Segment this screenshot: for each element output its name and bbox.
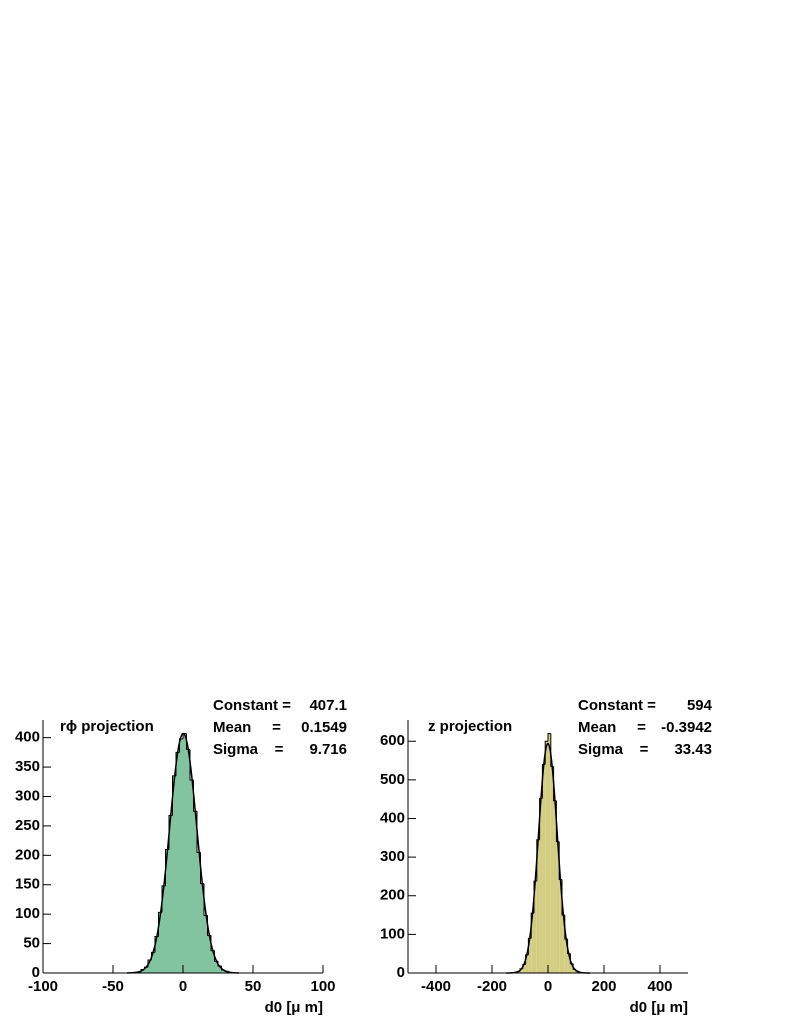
bar-outline: [179, 738, 183, 753]
stat-value: 33.43: [674, 741, 712, 758]
y-tick-label: 400: [380, 809, 405, 826]
x-tick-label: -100: [28, 978, 58, 995]
y-tick-label: 350: [15, 758, 40, 775]
stat-value: 407.1: [309, 697, 347, 714]
bar: [165, 849, 169, 973]
bar: [550, 766, 554, 973]
y-tick-label: 0: [397, 964, 405, 981]
y-tick-label: 0: [32, 964, 40, 981]
bar: [545, 741, 548, 973]
bar: [151, 952, 155, 973]
bar: [567, 953, 571, 973]
bar: [200, 883, 204, 973]
y-tick-label: 400: [15, 729, 40, 746]
stat-label: Sigma =: [578, 741, 649, 758]
x-axis-label: d0 [μ m]: [265, 999, 323, 1016]
bar: [556, 841, 560, 973]
x-axis-label: d0 [μ m]: [630, 999, 688, 1016]
fit-curve: [506, 742, 590, 974]
bar: [190, 780, 194, 973]
stat-value: 594: [687, 697, 713, 714]
bar: [176, 752, 180, 973]
x-tick-label: -50: [102, 978, 124, 995]
bar: [520, 968, 523, 973]
stat-value: 9.716: [309, 741, 347, 758]
bar: [141, 969, 145, 973]
y-tick-label: 150: [15, 876, 40, 893]
x-tick-label: 0: [544, 978, 552, 995]
bar: [186, 749, 190, 973]
bar: [542, 764, 546, 973]
bar: [548, 733, 551, 973]
bar: [534, 881, 537, 973]
y-tick-label: 50: [23, 935, 40, 952]
bar: [221, 970, 225, 973]
stat-label: Mean =: [213, 719, 281, 736]
bar: [162, 885, 166, 973]
chart-title: z projection: [428, 718, 512, 735]
bar: [564, 939, 568, 973]
bar: [559, 879, 562, 973]
bar: [517, 971, 520, 973]
bar: [539, 798, 543, 973]
y-tick-label: 250: [15, 817, 40, 834]
bar: [148, 960, 152, 973]
x-tick-label: 400: [647, 978, 672, 995]
stat-label: Sigma =: [213, 741, 284, 758]
stat-label: Constant =: [213, 697, 291, 714]
bar: [158, 912, 162, 973]
x-tick-label: 0: [179, 978, 187, 995]
bar: [197, 852, 201, 973]
bar: [172, 775, 176, 973]
bar: [169, 815, 173, 973]
chart-title: rϕ projection: [60, 718, 154, 735]
stat-value: 0.1549: [301, 719, 347, 736]
bar: [528, 938, 532, 973]
bar: [536, 839, 540, 973]
bar: [183, 733, 187, 973]
y-tick-label: 300: [380, 848, 405, 865]
y-tick-label: 300: [15, 787, 40, 804]
bar: [204, 915, 208, 973]
bar: [211, 950, 215, 973]
bar: [525, 954, 529, 973]
y-tick-label: 100: [380, 925, 405, 942]
bar: [214, 961, 218, 973]
bar: [144, 967, 148, 973]
bar: [207, 935, 211, 973]
bar: [570, 963, 574, 973]
bar: [179, 738, 183, 973]
y-tick-label: 200: [15, 846, 40, 863]
y-tick-label: 100: [15, 905, 40, 922]
stat-label: Constant =: [578, 697, 656, 714]
bar: [553, 800, 557, 973]
bar: [218, 965, 222, 973]
stat-value: -0.3942: [661, 719, 712, 736]
fit-curve: [126, 732, 240, 974]
bar: [531, 913, 534, 973]
x-tick-label: 200: [591, 978, 616, 995]
x-tick-label: 50: [245, 978, 262, 995]
y-tick-label: 600: [380, 732, 405, 749]
bar: [573, 969, 576, 973]
bar: [522, 964, 526, 973]
y-tick-label: 200: [380, 887, 405, 904]
stat-label: Mean =: [578, 719, 646, 736]
x-tick-label: -200: [477, 978, 507, 995]
bar: [155, 936, 159, 973]
bar: [193, 811, 197, 973]
bar-outline: [547, 733, 551, 742]
bar: [562, 915, 565, 973]
y-tick-label: 500: [380, 771, 405, 788]
x-tick-label: 100: [310, 978, 335, 995]
x-tick-label: -400: [421, 978, 451, 995]
